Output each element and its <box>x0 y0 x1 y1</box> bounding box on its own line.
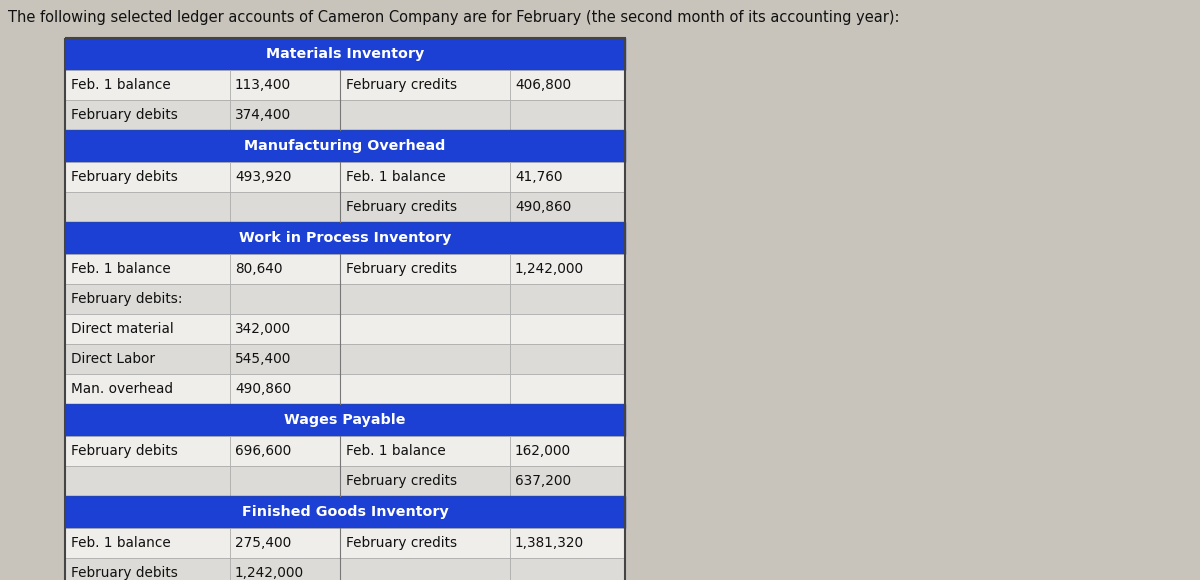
Bar <box>65 314 230 344</box>
Bar <box>65 558 230 580</box>
Text: 162,000: 162,000 <box>515 444 571 458</box>
Bar <box>230 192 340 222</box>
Bar <box>510 70 625 100</box>
Text: 41,760: 41,760 <box>515 170 563 184</box>
Bar <box>340 254 510 284</box>
Text: Finished Goods Inventory: Finished Goods Inventory <box>241 505 449 519</box>
Bar <box>65 404 625 436</box>
Text: 490,860: 490,860 <box>235 382 292 396</box>
Bar <box>510 254 625 284</box>
Bar <box>230 314 340 344</box>
Bar <box>510 436 625 466</box>
Bar <box>65 436 230 466</box>
Bar <box>65 100 230 130</box>
Bar <box>65 130 625 162</box>
Bar <box>65 222 625 254</box>
Bar <box>230 70 340 100</box>
Text: February credits: February credits <box>346 200 457 214</box>
Bar <box>510 284 625 314</box>
Bar <box>230 436 340 466</box>
Text: 406,800: 406,800 <box>515 78 571 92</box>
Bar <box>340 466 510 496</box>
Bar <box>340 344 510 374</box>
Text: 113,400: 113,400 <box>235 78 292 92</box>
Text: February credits: February credits <box>346 474 457 488</box>
Bar <box>340 100 510 130</box>
Bar <box>510 192 625 222</box>
Bar <box>65 344 230 374</box>
Bar <box>65 496 625 528</box>
Text: February debits: February debits <box>71 566 178 580</box>
Bar <box>65 254 230 284</box>
Text: February debits: February debits <box>71 170 178 184</box>
Bar <box>230 254 340 284</box>
Text: Feb. 1 balance: Feb. 1 balance <box>71 262 170 276</box>
Bar <box>65 374 230 404</box>
Bar <box>510 374 625 404</box>
Text: Man. overhead: Man. overhead <box>71 382 173 396</box>
Bar <box>65 528 230 558</box>
Text: Direct material: Direct material <box>71 322 174 336</box>
Text: 545,400: 545,400 <box>235 352 292 366</box>
Text: February debits: February debits <box>71 444 178 458</box>
Text: 275,400: 275,400 <box>235 536 292 550</box>
Bar <box>230 162 340 192</box>
Bar <box>510 466 625 496</box>
Bar <box>230 284 340 314</box>
Text: 1,381,320: 1,381,320 <box>515 536 584 550</box>
Text: Wages Payable: Wages Payable <box>284 413 406 427</box>
Bar <box>230 466 340 496</box>
Bar <box>65 466 230 496</box>
Bar <box>510 344 625 374</box>
Text: February credits: February credits <box>346 78 457 92</box>
Bar <box>65 284 230 314</box>
Text: Feb. 1 balance: Feb. 1 balance <box>346 170 445 184</box>
Text: February debits:: February debits: <box>71 292 182 306</box>
Text: Feb. 1 balance: Feb. 1 balance <box>71 78 170 92</box>
Bar <box>65 38 625 70</box>
Text: The following selected ledger accounts of Cameron Company are for February (the : The following selected ledger accounts o… <box>8 10 900 25</box>
Bar <box>340 436 510 466</box>
Text: 637,200: 637,200 <box>515 474 571 488</box>
Bar <box>230 100 340 130</box>
Bar <box>65 38 625 580</box>
Text: Work in Process Inventory: Work in Process Inventory <box>239 231 451 245</box>
Bar <box>340 192 510 222</box>
Text: 1,242,000: 1,242,000 <box>235 566 304 580</box>
Bar <box>510 558 625 580</box>
Text: Direct Labor: Direct Labor <box>71 352 155 366</box>
Text: Feb. 1 balance: Feb. 1 balance <box>346 444 445 458</box>
Bar <box>340 314 510 344</box>
Bar <box>340 284 510 314</box>
Text: 490,860: 490,860 <box>515 200 571 214</box>
Bar <box>340 374 510 404</box>
Bar <box>340 70 510 100</box>
Bar <box>340 558 510 580</box>
Bar <box>230 374 340 404</box>
Bar <box>340 528 510 558</box>
Text: Manufacturing Overhead: Manufacturing Overhead <box>245 139 445 153</box>
Text: 342,000: 342,000 <box>235 322 292 336</box>
Text: 493,920: 493,920 <box>235 170 292 184</box>
Text: February credits: February credits <box>346 262 457 276</box>
Text: 374,400: 374,400 <box>235 108 292 122</box>
Text: February credits: February credits <box>346 536 457 550</box>
Text: Materials Inventory: Materials Inventory <box>266 47 424 61</box>
Text: February debits: February debits <box>71 108 178 122</box>
Bar <box>340 162 510 192</box>
Bar <box>510 162 625 192</box>
Bar <box>230 344 340 374</box>
Bar <box>230 558 340 580</box>
Text: Feb. 1 balance: Feb. 1 balance <box>71 536 170 550</box>
Bar <box>230 528 340 558</box>
Text: 1,242,000: 1,242,000 <box>515 262 584 276</box>
Text: 80,640: 80,640 <box>235 262 282 276</box>
Bar <box>65 192 230 222</box>
Text: 696,600: 696,600 <box>235 444 292 458</box>
Bar <box>510 314 625 344</box>
Bar <box>65 162 230 192</box>
Bar <box>65 70 230 100</box>
Bar <box>510 528 625 558</box>
Bar <box>510 100 625 130</box>
